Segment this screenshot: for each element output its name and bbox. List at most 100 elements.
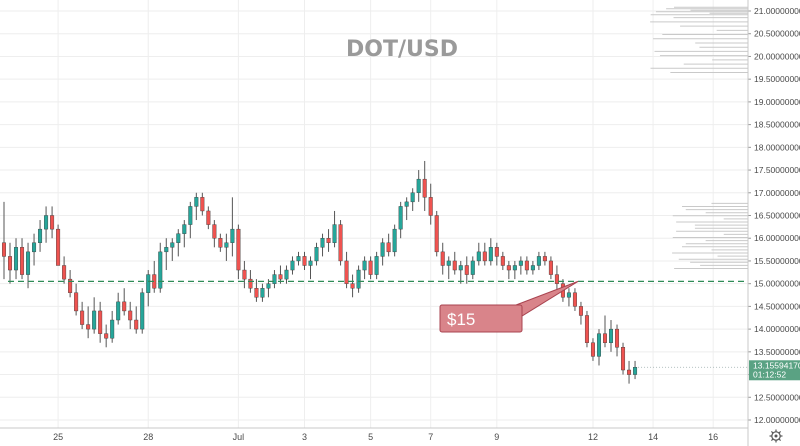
candle-up: [566, 292, 571, 298]
candle-down: [500, 256, 505, 266]
candle-up: [290, 260, 295, 271]
candle-up: [296, 256, 301, 262]
candle-up: [26, 251, 31, 275]
candle-up: [158, 251, 163, 289]
x-tick-label: 7: [428, 432, 433, 442]
x-tick-label: 16: [708, 432, 718, 442]
callout-box: [439, 304, 523, 333]
candle-up: [230, 228, 235, 243]
candle-down: [104, 333, 109, 339]
candle-up: [110, 319, 115, 339]
candle-up: [392, 228, 397, 253]
candle-up: [272, 274, 277, 284]
candle-down: [615, 328, 620, 348]
candle-down: [50, 215, 55, 230]
candle-up: [416, 178, 421, 193]
callout-label: $15: [447, 310, 475, 329]
candle-up: [320, 238, 325, 248]
candle-down: [603, 333, 608, 343]
last-price-countdown: 01:12:52: [753, 369, 786, 379]
x-tick-label: 28: [143, 432, 153, 442]
candle-up: [332, 224, 337, 243]
candle-up: [116, 301, 121, 321]
candle-down: [590, 342, 595, 357]
candle-down: [212, 224, 217, 239]
candle-up: [32, 242, 37, 253]
y-tick-label: 18.50000000: [754, 120, 800, 130]
candle-down: [506, 265, 511, 271]
candle-up: [404, 201, 409, 207]
candle-down: [2, 242, 6, 257]
candle-down: [56, 228, 61, 266]
candle-down: [134, 319, 139, 330]
candle-up: [260, 288, 265, 298]
candle-up: [146, 274, 151, 293]
y-tick-label: 17.00000000: [754, 188, 800, 198]
candle-down: [524, 260, 529, 271]
y-tick-label: 15.50000000: [754, 256, 800, 266]
y-tick-label: 15.00000000: [754, 279, 800, 289]
candle-down: [80, 310, 85, 325]
candle-down: [494, 247, 499, 257]
candle-down: [368, 260, 373, 275]
candle-up: [194, 197, 199, 207]
candle-down: [386, 242, 391, 253]
candle-up: [308, 260, 313, 266]
candle-up: [410, 192, 415, 203]
candle-down: [254, 288, 259, 298]
candle-down: [627, 369, 632, 375]
candle-down: [20, 247, 25, 275]
y-tick-label: 14.50000000: [754, 301, 800, 311]
candle-up: [356, 269, 361, 289]
grid: [0, 0, 748, 428]
candle-up: [314, 247, 319, 262]
candle-down: [98, 310, 103, 334]
candle-down: [464, 265, 469, 275]
candle-up: [140, 292, 145, 330]
candle-down: [236, 228, 241, 271]
candle-up: [182, 224, 187, 234]
y-tick-label: 19.00000000: [754, 97, 800, 107]
candle-up: [596, 333, 601, 357]
candle-down: [326, 238, 331, 243]
last-price-tag: [749, 360, 800, 381]
candle-up: [164, 247, 169, 253]
candle-up: [512, 265, 517, 271]
x-tick-label: 25: [53, 432, 63, 442]
candle-down: [302, 256, 307, 266]
candle-down: [621, 347, 626, 371]
candle-up: [176, 233, 181, 243]
candle-down: [206, 210, 211, 225]
candle-down: [434, 215, 439, 253]
y-tick-label: 20.00000000: [754, 51, 800, 61]
candle-down: [200, 197, 205, 212]
candle-up: [38, 228, 43, 243]
last-price-value: 13.15594170: [753, 360, 800, 370]
candle-up: [380, 242, 385, 257]
candle-up: [224, 242, 229, 248]
x-tick-label: 12: [588, 432, 598, 442]
candle-up: [44, 215, 49, 230]
x-tick-label: 5: [368, 432, 373, 442]
candle-up: [476, 251, 481, 262]
candle-down: [338, 224, 343, 262]
candle-down: [350, 283, 355, 289]
candle-down: [242, 269, 247, 280]
candles: [2, 160, 638, 384]
candle-up: [92, 310, 97, 330]
volume-profile: [650, 6, 748, 269]
y-tick-label: 12.50000000: [754, 392, 800, 402]
candle-down: [440, 251, 445, 266]
candle-down: [128, 310, 133, 321]
x-tick-label: 9: [494, 432, 499, 442]
candle-up: [398, 206, 403, 230]
candle-down: [86, 324, 91, 330]
candle-up: [14, 247, 19, 271]
candle-down: [572, 292, 577, 307]
gear-icon[interactable]: [769, 429, 783, 443]
y-tick-label: 12.00000000: [754, 415, 800, 425]
candle-down: [8, 256, 13, 271]
candle-up: [609, 328, 614, 343]
